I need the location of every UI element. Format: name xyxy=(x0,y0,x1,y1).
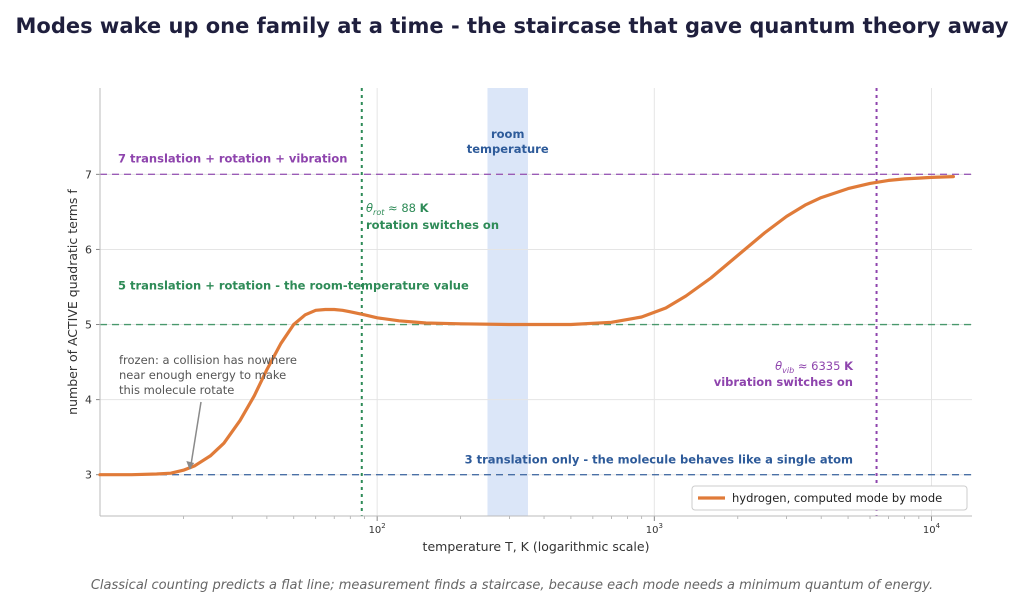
room-temperature-band xyxy=(487,88,528,516)
y-axis-label: number of ACTIVE quadratic terms f xyxy=(65,189,80,415)
vibration-switch-label: vibration switches on xyxy=(714,375,853,389)
room-temperature-label: room xyxy=(491,127,524,141)
rotation-switch-label: rotation switches on xyxy=(366,218,499,232)
frozen-annotation-text: near enough energy to make xyxy=(119,368,286,382)
y-tick-label: 5 xyxy=(85,319,92,332)
level-label-f3: 3 translation only - the molecule behave… xyxy=(465,453,853,467)
legend-box xyxy=(691,485,968,511)
theta-rot-label: θrot ≈ 88 K xyxy=(366,201,430,217)
x-axis-label: temperature T, K (logarithmic scale) xyxy=(423,539,650,554)
x-tick-label: 103 xyxy=(646,522,663,536)
y-tick-label: 7 xyxy=(85,168,92,181)
x-tick-label: 102 xyxy=(369,522,386,536)
frozen-annotation-text: this molecule rotate xyxy=(119,383,234,397)
y-tick-label: 4 xyxy=(85,394,92,407)
room-temperature-band-layer xyxy=(487,88,528,516)
level-label-f7: 7 translation + rotation + vibration xyxy=(118,151,347,165)
annotation-arrowhead xyxy=(186,460,195,469)
theta-vib-label: θvib ≈ 6335 K xyxy=(775,359,854,375)
frozen-annotation-text: frozen: a collision has nowhere xyxy=(119,353,297,367)
series-layer xyxy=(98,175,955,477)
hydrogen-curve xyxy=(98,175,955,477)
legend-entry: hydrogen, computed mode by mode xyxy=(732,491,942,505)
annotation-layer: 7 translation + rotation + vibration 5 tr… xyxy=(118,127,854,470)
chart-title: Modes wake up one family at a time - the… xyxy=(15,14,1009,38)
room-temperature-label: temperature xyxy=(467,142,549,156)
y-tick-label: 6 xyxy=(85,243,92,256)
y-tick-label: 3 xyxy=(85,469,92,482)
axes-layer: 3 4 5 6 7 102 103 104 temperature T, K (logarith… xyxy=(65,88,972,554)
annotation-arrow xyxy=(189,401,202,470)
legend: hydrogen, computed mode by mode xyxy=(691,485,968,511)
chart-caption: Classical counting predicts a flat line;… xyxy=(90,578,934,593)
level-label-f5: 5 translation + rotation - the room-temp… xyxy=(118,279,469,293)
x-tick-label: 104 xyxy=(923,522,941,536)
